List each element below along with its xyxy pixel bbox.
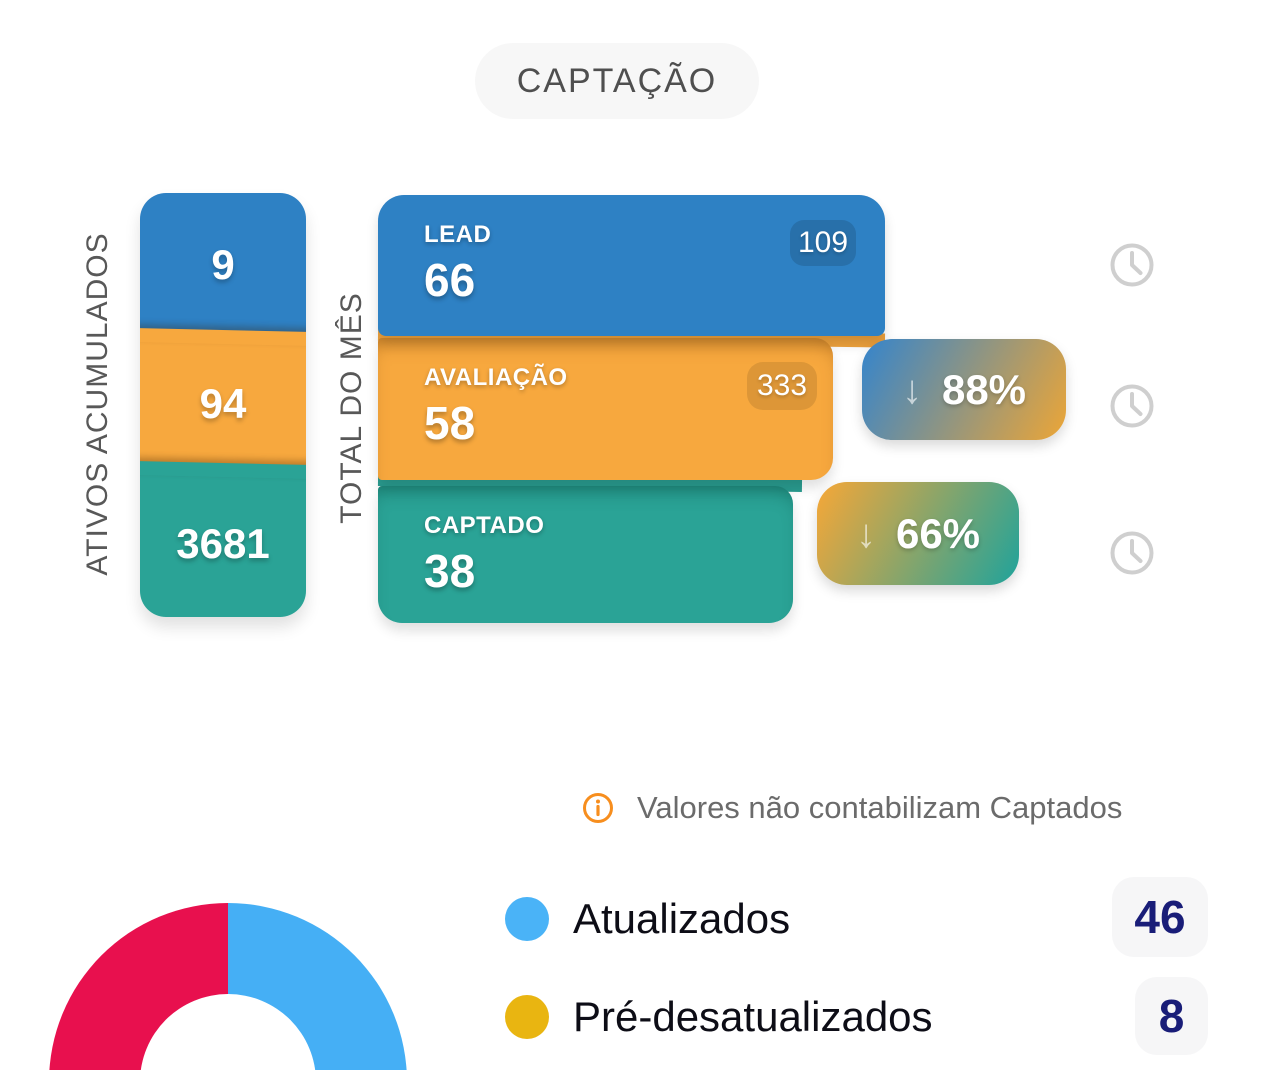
funnel-bar-captado[interactable]: CAPTADO 38	[378, 486, 793, 623]
legend-label: Atualizados	[573, 895, 791, 942]
legend-dot-pre-desatualizados	[505, 995, 549, 1039]
info-icon[interactable]	[582, 792, 614, 824]
legend-value-badge: 8	[1135, 977, 1208, 1055]
note-text: Valores não contabilizam Captados	[637, 790, 1123, 825]
funnel-bar-badge: 109	[790, 220, 856, 266]
funnel-bar-label: LEAD	[424, 221, 492, 248]
clock-icon[interactable]	[1109, 383, 1155, 429]
arrow-down-icon: ↓	[855, 511, 876, 556]
accumulated-segment-avaliacao[interactable]: 94	[140, 337, 306, 470]
accumulated-segment-lead[interactable]: 9	[140, 193, 306, 337]
accumulated-value-captado: 3681	[176, 519, 270, 567]
funnel-bar-value: 58	[424, 397, 476, 449]
funnel-bar-avaliacao[interactable]: AVALIAÇÃO 58 333	[378, 338, 833, 480]
conversion-value: 88%	[941, 365, 1027, 413]
funnel-bar-badge: 333	[747, 362, 817, 410]
clock-icon[interactable]	[1109, 242, 1155, 288]
conversion-value: 66%	[895, 509, 981, 557]
funnel-bar-value: 38	[424, 545, 476, 597]
legend-value-badge: 46	[1112, 877, 1208, 957]
accumulated-value-avaliacao: 94	[199, 379, 247, 427]
accumulated-value-lead: 9	[211, 241, 235, 288]
funnel-bar-label: AVALIAÇÃO	[424, 364, 568, 391]
legend-label: Pré-desatualizados	[573, 993, 933, 1040]
accumulated-axis-label: ATIVOS ACUMULADOS	[81, 232, 114, 576]
conversion-badge-66: ↓ 66%	[817, 482, 1019, 585]
monthly-axis-label: TOTAL DO MÊS	[335, 292, 368, 524]
accumulated-segment-captado[interactable]: 3681	[140, 470, 306, 617]
legend-dot-atualizados	[505, 897, 549, 941]
conversion-badge-88: ↓ 88%	[862, 339, 1066, 440]
accumulated-column: 9 94 3681	[140, 193, 306, 617]
funnel-bar-value: 66	[424, 254, 476, 306]
clock-icon[interactable]	[1109, 530, 1155, 576]
funnel-bar-label: CAPTADO	[424, 512, 545, 539]
arrow-down-icon: ↓	[901, 367, 922, 412]
funnel-bar-lead[interactable]: LEAD 66 109	[378, 195, 885, 336]
page-title: CAPTAÇÃO	[475, 43, 759, 119]
